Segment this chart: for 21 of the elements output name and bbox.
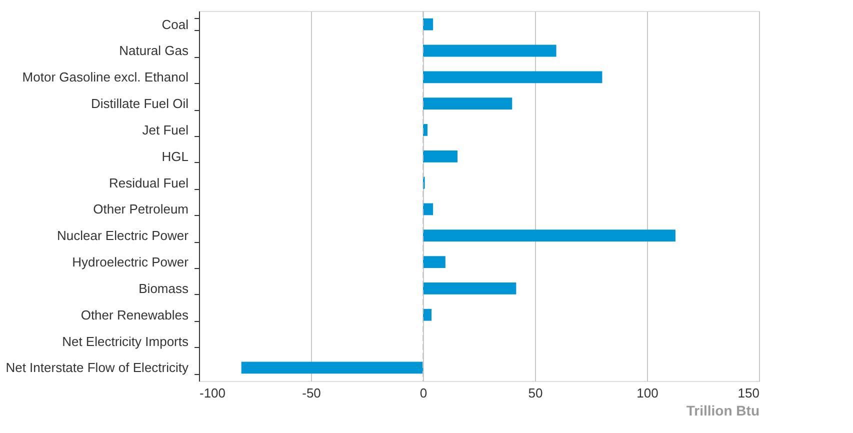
y-tick-label: Biomass [138, 280, 189, 296]
x-tick-label: 100 [636, 386, 658, 400]
x-tick-label: 150 [738, 386, 760, 400]
y-tick-label: Residual Fuel [109, 175, 189, 190]
y-tick-label: Other Renewables [80, 307, 189, 322]
y-tick-label: HGL [162, 148, 188, 164]
y-tick-label: Jet Fuel [142, 122, 189, 138]
y-tick-label: Coal [162, 16, 189, 32]
y-tick-label: Hydroelectric Power [72, 254, 190, 270]
y-tick-label: Motor Gasoline excl. Ethanol [22, 70, 189, 85]
y-tick-label: Other Petroleum [93, 202, 188, 217]
y-tick-label: Distillate Fuel Oil [90, 96, 189, 112]
y-tick-label: Net Electricity Imports [62, 334, 189, 349]
x-tick-label: -50 [302, 386, 321, 400]
y-tick-label: Nuclear Electric Power [57, 228, 190, 244]
x-tick-label: 50 [528, 386, 543, 400]
x-tick-label: 0 [420, 386, 428, 400]
x-tick-label: -100 [200, 386, 226, 400]
x-axis-title: Trillion Btu [686, 402, 760, 418]
y-tick-label: Natural Gas [119, 43, 189, 58]
y-tick-label: Net Interstate Flow of Electricity [6, 360, 189, 376]
